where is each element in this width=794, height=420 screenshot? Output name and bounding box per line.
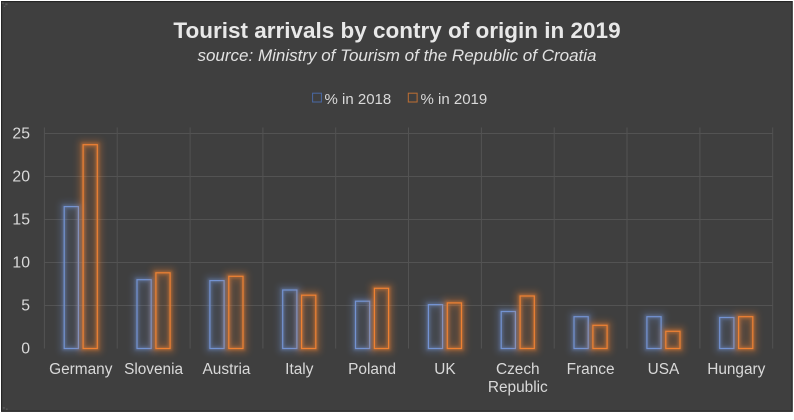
svg-text:source: Ministry of Tourism of: source: Ministry of Tourism of the Repub… [197,46,596,65]
svg-text:% in 2019: % in 2019 [421,91,488,108]
svg-text:Italy: Italy [285,361,314,378]
svg-text:France: France [567,361,615,378]
svg-text:25: 25 [12,126,30,143]
svg-text:5: 5 [21,298,30,315]
svg-text:10: 10 [12,255,30,272]
svg-text:0: 0 [21,341,30,358]
svg-text:Tourist arrivals by contry of: Tourist arrivals by contry of origin in … [173,18,620,43]
svg-text:Republic: Republic [488,379,548,396]
svg-text:Hungary: Hungary [707,361,765,378]
svg-text:Austria: Austria [203,361,251,378]
svg-text:20: 20 [12,169,30,186]
svg-text:Poland: Poland [348,361,396,378]
svg-text:USA: USA [648,361,680,378]
svg-text:15: 15 [12,212,30,229]
svg-text:Germany: Germany [49,361,113,378]
svg-text:Slovenia: Slovenia [124,361,183,378]
svg-text:Czech: Czech [496,361,540,378]
svg-text:% in 2018: % in 2018 [325,91,392,108]
svg-text:UK: UK [434,361,456,378]
